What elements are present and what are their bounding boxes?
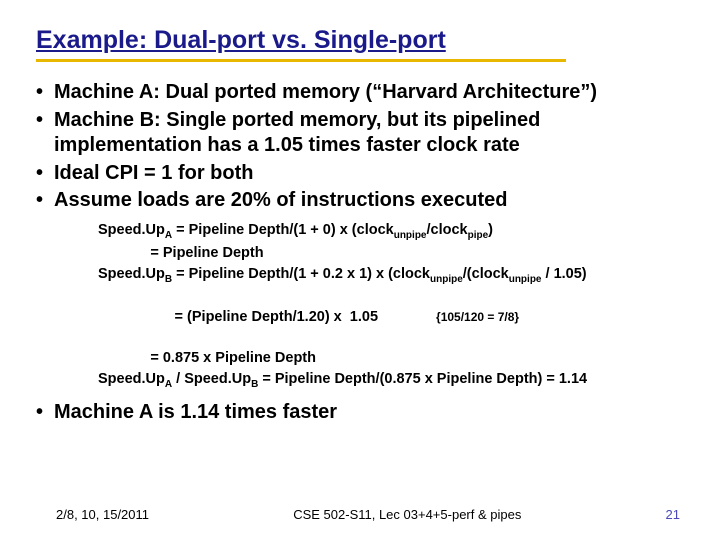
calc-text: Speed.Up — [98, 371, 165, 387]
calc-text: / Speed.Up — [172, 371, 251, 387]
calc-line: = 0.875 x Pipeline Depth — [98, 348, 684, 369]
slide-title: Example: Dual-port vs. Single-port — [36, 26, 684, 59]
calc-note: {105/120 = 7/8} — [436, 309, 519, 326]
calc-text: ) — [488, 222, 493, 238]
calc-text: = (Pipeline Depth/1.20) x 1.05 — [122, 309, 378, 325]
calc-text: = Pipeline Depth/(1 + 0.2 x 1) x (clock — [172, 266, 430, 282]
bullet-item: Machine A: Dual ported memory (“Harvard … — [36, 80, 684, 106]
footer-course: CSE 502-S11, Lec 03+4+5-perf & pipes — [293, 507, 521, 522]
calc-line: = Pipeline Depth — [98, 243, 684, 264]
calc-text: Speed.Up — [98, 266, 165, 282]
calc-text: = Pipeline Depth/(1 + 0) x (clock — [172, 222, 394, 238]
bullet-list-bottom: Machine A is 1.14 times faster — [36, 400, 684, 426]
bullet-item: Ideal CPI = 1 for both — [36, 161, 684, 187]
calc-sub: unpipe — [394, 230, 427, 241]
bullet-list-top: Machine A: Dual ported memory (“Harvard … — [36, 80, 684, 214]
footer-date: 2/8, 10, 15/2011 — [56, 507, 149, 522]
bullet-item: Machine A is 1.14 times faster — [36, 400, 684, 426]
calculation-block: Speed.UpA = Pipeline Depth/(1 + 0) x (cl… — [98, 220, 684, 392]
calc-sub: unpipe — [430, 274, 463, 285]
calc-text: /clock — [427, 222, 468, 238]
calc-line: Speed.UpA = Pipeline Depth/(1 + 0) x (cl… — [98, 220, 684, 243]
footer-page-number: 21 — [666, 507, 680, 522]
calc-text: / 1.05) — [542, 266, 587, 282]
calc-text: Speed.Up — [98, 222, 165, 238]
calc-line: Speed.UpB = Pipeline Depth/(1 + 0.2 x 1)… — [98, 264, 684, 287]
calc-line: Speed.UpA / Speed.UpB = Pipeline Depth/(… — [98, 369, 684, 392]
calc-sub: pipe — [468, 230, 489, 241]
bullet-item: Machine B: Single ported memory, but its… — [36, 108, 684, 159]
calc-text: /(clock — [463, 266, 509, 282]
bullet-item: Assume loads are 20% of instructions exe… — [36, 188, 684, 214]
calc-sub: unpipe — [509, 274, 542, 285]
title-accent-bar — [36, 59, 566, 62]
calc-line: = (Pipeline Depth/1.20) x 1.05 {105/120 =… — [98, 287, 684, 349]
calc-text: = Pipeline Depth/(0.875 x Pipeline Depth… — [258, 371, 587, 387]
slide-footer: 2/8, 10, 15/2011 CSE 502-S11, Lec 03+4+5… — [0, 507, 720, 522]
